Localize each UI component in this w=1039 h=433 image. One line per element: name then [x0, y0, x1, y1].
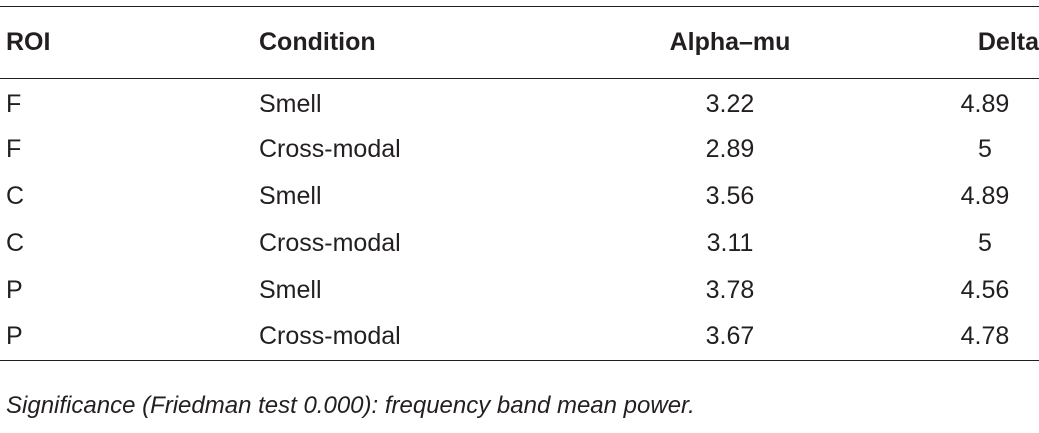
table-row: F Cross-modal 2.89 5 [0, 126, 1039, 173]
cell-delta: 5 [978, 228, 992, 257]
cell-roi: F [6, 89, 22, 118]
cell-alpha-mu: 2.89 [705, 134, 755, 163]
table-row: C Cross-modal 3.11 5 [0, 220, 1039, 267]
cell-roi: P [0, 313, 259, 361]
cell-alpha-mu: 3.11 [706, 228, 754, 257]
cell-condition: Cross-modal [259, 313, 599, 361]
header-alpha-mu: Alpha–mu [599, 6, 861, 79]
table-row: P Cross-modal 3.67 4.78 [0, 313, 1039, 361]
cell-condition: Smell [259, 275, 322, 304]
table-row: P Smell 3.78 4.56 [0, 267, 1039, 314]
cell-condition: Smell [259, 89, 322, 118]
table-footnote: Significance (Friedman test 0.000): freq… [6, 392, 695, 419]
table-header: ROI Condition Alpha–mu Delta [0, 6, 1039, 79]
cell-delta: 4.89 [960, 89, 1010, 118]
header-delta: Delta [861, 6, 1039, 79]
table-row: C Smell 3.56 4.89 [0, 173, 1039, 220]
cell-roi: C [6, 228, 25, 257]
cell-condition: Cross-modal [259, 228, 401, 257]
table-body: F Smell 3.22 4.89 F Cross-modal 2.89 5 C… [0, 79, 1039, 361]
cell-delta: 4.78 [861, 313, 1039, 361]
header-condition: Condition [259, 6, 599, 79]
cell-alpha-mu: 3.67 [599, 313, 861, 361]
cell-delta: 4.56 [960, 275, 1010, 304]
cell-condition: Smell [259, 181, 322, 210]
header-row: ROI Condition Alpha–mu Delta [0, 6, 1039, 79]
cell-roi: P [6, 275, 23, 304]
cell-delta: 4.89 [960, 181, 1010, 210]
cell-delta: 5 [978, 134, 992, 163]
cell-condition: Cross-modal [259, 134, 401, 163]
cell-roi: F [6, 134, 22, 163]
table-row: F Smell 3.22 4.89 [0, 79, 1039, 126]
cell-alpha-mu: 3.22 [705, 89, 755, 118]
cell-alpha-mu: 3.78 [705, 275, 755, 304]
cell-roi: C [6, 181, 25, 210]
cell-alpha-mu: 3.56 [705, 181, 755, 210]
results-table: ROI Condition Alpha–mu Delta F Smell 3.2… [0, 6, 1039, 361]
header-roi: ROI [0, 6, 259, 79]
